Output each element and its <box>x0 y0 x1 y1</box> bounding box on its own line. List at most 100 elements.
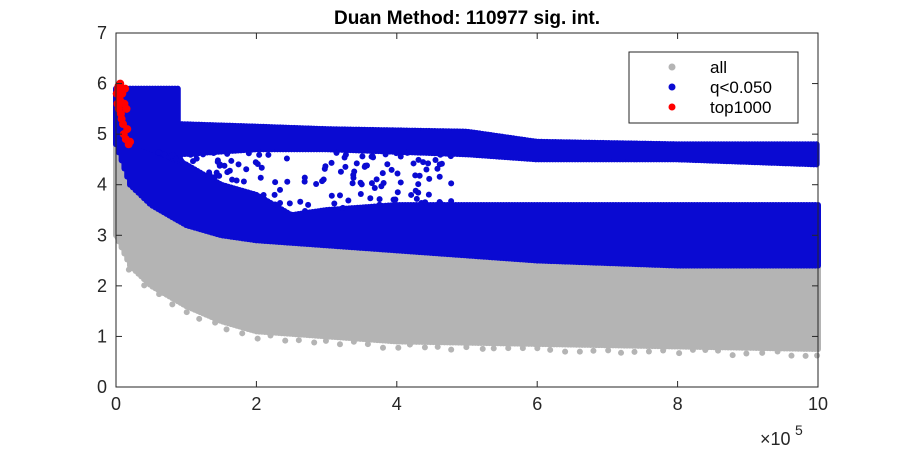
y-tick-label: 0 <box>97 377 107 397</box>
point-q-sig <box>256 151 263 158</box>
x-tick-label: 2 <box>251 394 261 414</box>
legend-label: q<0.050 <box>710 78 772 97</box>
point-q-sig <box>425 191 432 198</box>
point-q-sig <box>445 151 452 158</box>
point-q-sig <box>379 170 386 177</box>
point-q-sig <box>272 179 279 186</box>
point-q-sig <box>371 184 378 191</box>
point-q-sig <box>265 151 272 158</box>
point-q-sig <box>436 173 443 180</box>
point-q-sig <box>286 200 293 207</box>
point-all <box>434 343 441 350</box>
point-top1000 <box>116 97 125 106</box>
series-all <box>113 141 821 359</box>
point-q-sig <box>336 192 343 199</box>
point-q-sig <box>235 161 242 168</box>
point-q-sig <box>357 190 364 197</box>
point-q-sig <box>155 149 162 156</box>
point-q-sig <box>388 166 395 173</box>
series-top1000 <box>112 79 135 149</box>
point-q-sig <box>177 157 184 164</box>
point-q-sig <box>328 159 335 166</box>
point-all <box>590 347 597 354</box>
point-all <box>743 350 750 357</box>
point-q-sig <box>168 152 175 159</box>
point-q-sig <box>426 175 433 182</box>
point-all <box>364 341 371 348</box>
x-tick-label: 6 <box>532 394 542 414</box>
point-q-sig <box>359 153 366 160</box>
point-q-sig <box>284 178 291 185</box>
point-all <box>729 352 736 359</box>
point-q-sig <box>257 174 264 181</box>
point-all <box>254 335 261 342</box>
point-q-sig <box>358 181 365 188</box>
point-q-sig <box>378 183 385 190</box>
point-all <box>448 346 455 353</box>
point-q-sig <box>353 160 360 167</box>
point-q-sig <box>448 180 455 187</box>
point-q-sig <box>216 172 223 179</box>
chart-title: Duan Method: 110977 sig. int. <box>334 8 600 29</box>
point-all <box>295 337 302 344</box>
point-all <box>788 352 795 359</box>
point-q-sig <box>412 187 419 194</box>
point-q-sig <box>413 195 420 202</box>
x-axis-exponent: ×10 5 <box>760 422 803 449</box>
point-q-sig <box>376 201 383 208</box>
point-q-sig <box>341 154 348 161</box>
point-all <box>547 346 554 353</box>
point-all <box>490 345 497 352</box>
y-tick-label: 4 <box>97 175 107 195</box>
point-q-sig <box>436 161 443 168</box>
point-q-sig <box>415 156 422 163</box>
point-q-sig <box>410 160 417 167</box>
point-all <box>605 347 612 354</box>
point-q-sig <box>367 195 374 202</box>
point-q-sig <box>328 192 335 199</box>
point-top1000 <box>123 125 132 134</box>
legend-box <box>628 51 799 124</box>
point-q-sig <box>173 155 180 162</box>
point-all <box>519 345 526 352</box>
point-q-sig <box>187 151 194 158</box>
point-q-sig <box>345 197 352 204</box>
point-q-sig <box>394 170 401 177</box>
point-all <box>759 349 766 356</box>
point-all <box>814 352 821 359</box>
point-q-sig <box>339 204 346 211</box>
x-exponent-base: ×10 <box>760 429 791 449</box>
y-tick-label: 3 <box>97 225 107 245</box>
point-all <box>562 348 569 355</box>
x-axis: 0 2 4 6 8 10 <box>111 33 828 414</box>
point-q-sig <box>397 179 404 186</box>
point-q-sig <box>229 176 236 183</box>
x-tick-label: 10 <box>808 394 828 414</box>
point-all <box>311 339 318 346</box>
point-q-sig <box>434 165 441 172</box>
point-q-sig <box>200 151 207 158</box>
point-q-sig <box>393 150 400 157</box>
point-q-sig <box>349 180 356 187</box>
point-q-sig <box>297 198 304 205</box>
y-tick-label: 6 <box>97 74 107 94</box>
x-tick-label: 0 <box>111 394 121 414</box>
point-all <box>282 337 289 344</box>
point-q-sig <box>206 172 213 179</box>
point-q-sig <box>397 153 404 160</box>
point-q-sig <box>351 168 358 175</box>
point-q-sig <box>228 157 235 164</box>
point-all <box>505 345 512 352</box>
point-q-sig <box>260 192 267 199</box>
point-q-sig <box>425 160 432 167</box>
point-all <box>322 337 329 344</box>
y-tick-label: 2 <box>97 276 107 296</box>
x-tick-label: 4 <box>392 394 402 414</box>
point-q-sig <box>302 208 309 215</box>
point-all <box>660 347 667 354</box>
x-exponent-power: 5 <box>795 422 803 438</box>
point-all <box>395 344 402 351</box>
point-all <box>421 344 428 351</box>
